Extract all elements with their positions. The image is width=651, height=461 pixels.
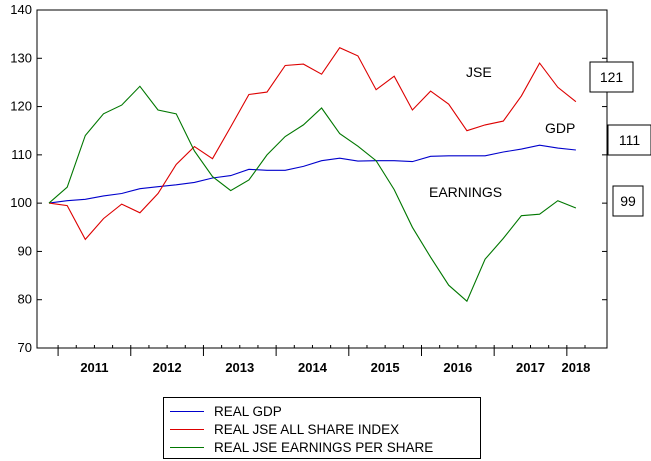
legend: REAL GDP REAL JSE ALL SHARE INDEX REAL J… [163,397,481,459]
x-tick-label: 2017 [516,360,545,375]
series-line-real-gdp [48,144,576,204]
y-tick-label: 70 [18,340,32,355]
legend-swatch-real-jse-all-share-index [170,428,204,430]
end-label-box [612,185,644,217]
end-label-box [607,124,651,156]
y-tick-label: 120 [10,99,32,114]
series-lines [48,47,577,303]
end-labels: 121 111 99 [589,61,651,217]
x-tick-label: 2013 [225,360,254,375]
end-label-value: 121 [600,69,624,85]
x-tick-label: 2014 [298,360,328,375]
plot-area [36,9,608,349]
end-label-value: 99 [620,193,636,209]
end-label-value: 111 [619,132,640,148]
annotation-jse: JSE [466,64,492,80]
legend-label: REAL JSE EARNINGS PER SHARE [214,439,434,455]
annotation-gdp: GDP [545,120,575,136]
x-tick-label: 2011 [80,360,108,375]
legend-label: REAL JSE ALL SHARE INDEX [214,421,400,437]
y-tick-label: 110 [11,147,32,162]
y-tick-label: 90 [18,243,32,258]
y-tick-label: 130 [10,50,32,65]
x-tick-label: 2018 [561,360,590,375]
annotation-earnings: EARNINGS [429,184,502,200]
x-axis: 2011 2012 2013 2014 2015 2016 2017 2018 [57,345,590,375]
legend-item-real-jse-earnings-per-share: REAL JSE EARNINGS PER SHARE [170,438,433,456]
x-tick-label: 2016 [443,360,472,375]
legend-label: REAL GDP [214,403,282,419]
end-label-box [589,61,634,93]
y-tick-label: 100 [10,195,32,210]
series-line-real-jse-all-share-index [48,47,577,241]
series-line-real-jse-earnings-per-share [48,85,577,303]
x-tick-label: 2012 [153,360,182,375]
annotations: JSE GDP EARNINGS [429,64,575,200]
legend-swatch-real-gdp [170,410,204,412]
y-tick-label: 140 [10,2,32,17]
legend-item-real-gdp: REAL GDP [170,402,282,420]
legend-item-real-jse-all-share-index: REAL JSE ALL SHARE INDEX [170,420,399,438]
legend-swatch-real-jse-earnings-per-share [170,446,204,448]
y-axis: 70 80 90 100 110 120 130 140 [10,2,607,355]
y-tick-label: 80 [18,292,32,307]
x-tick-label: 2015 [371,360,400,375]
